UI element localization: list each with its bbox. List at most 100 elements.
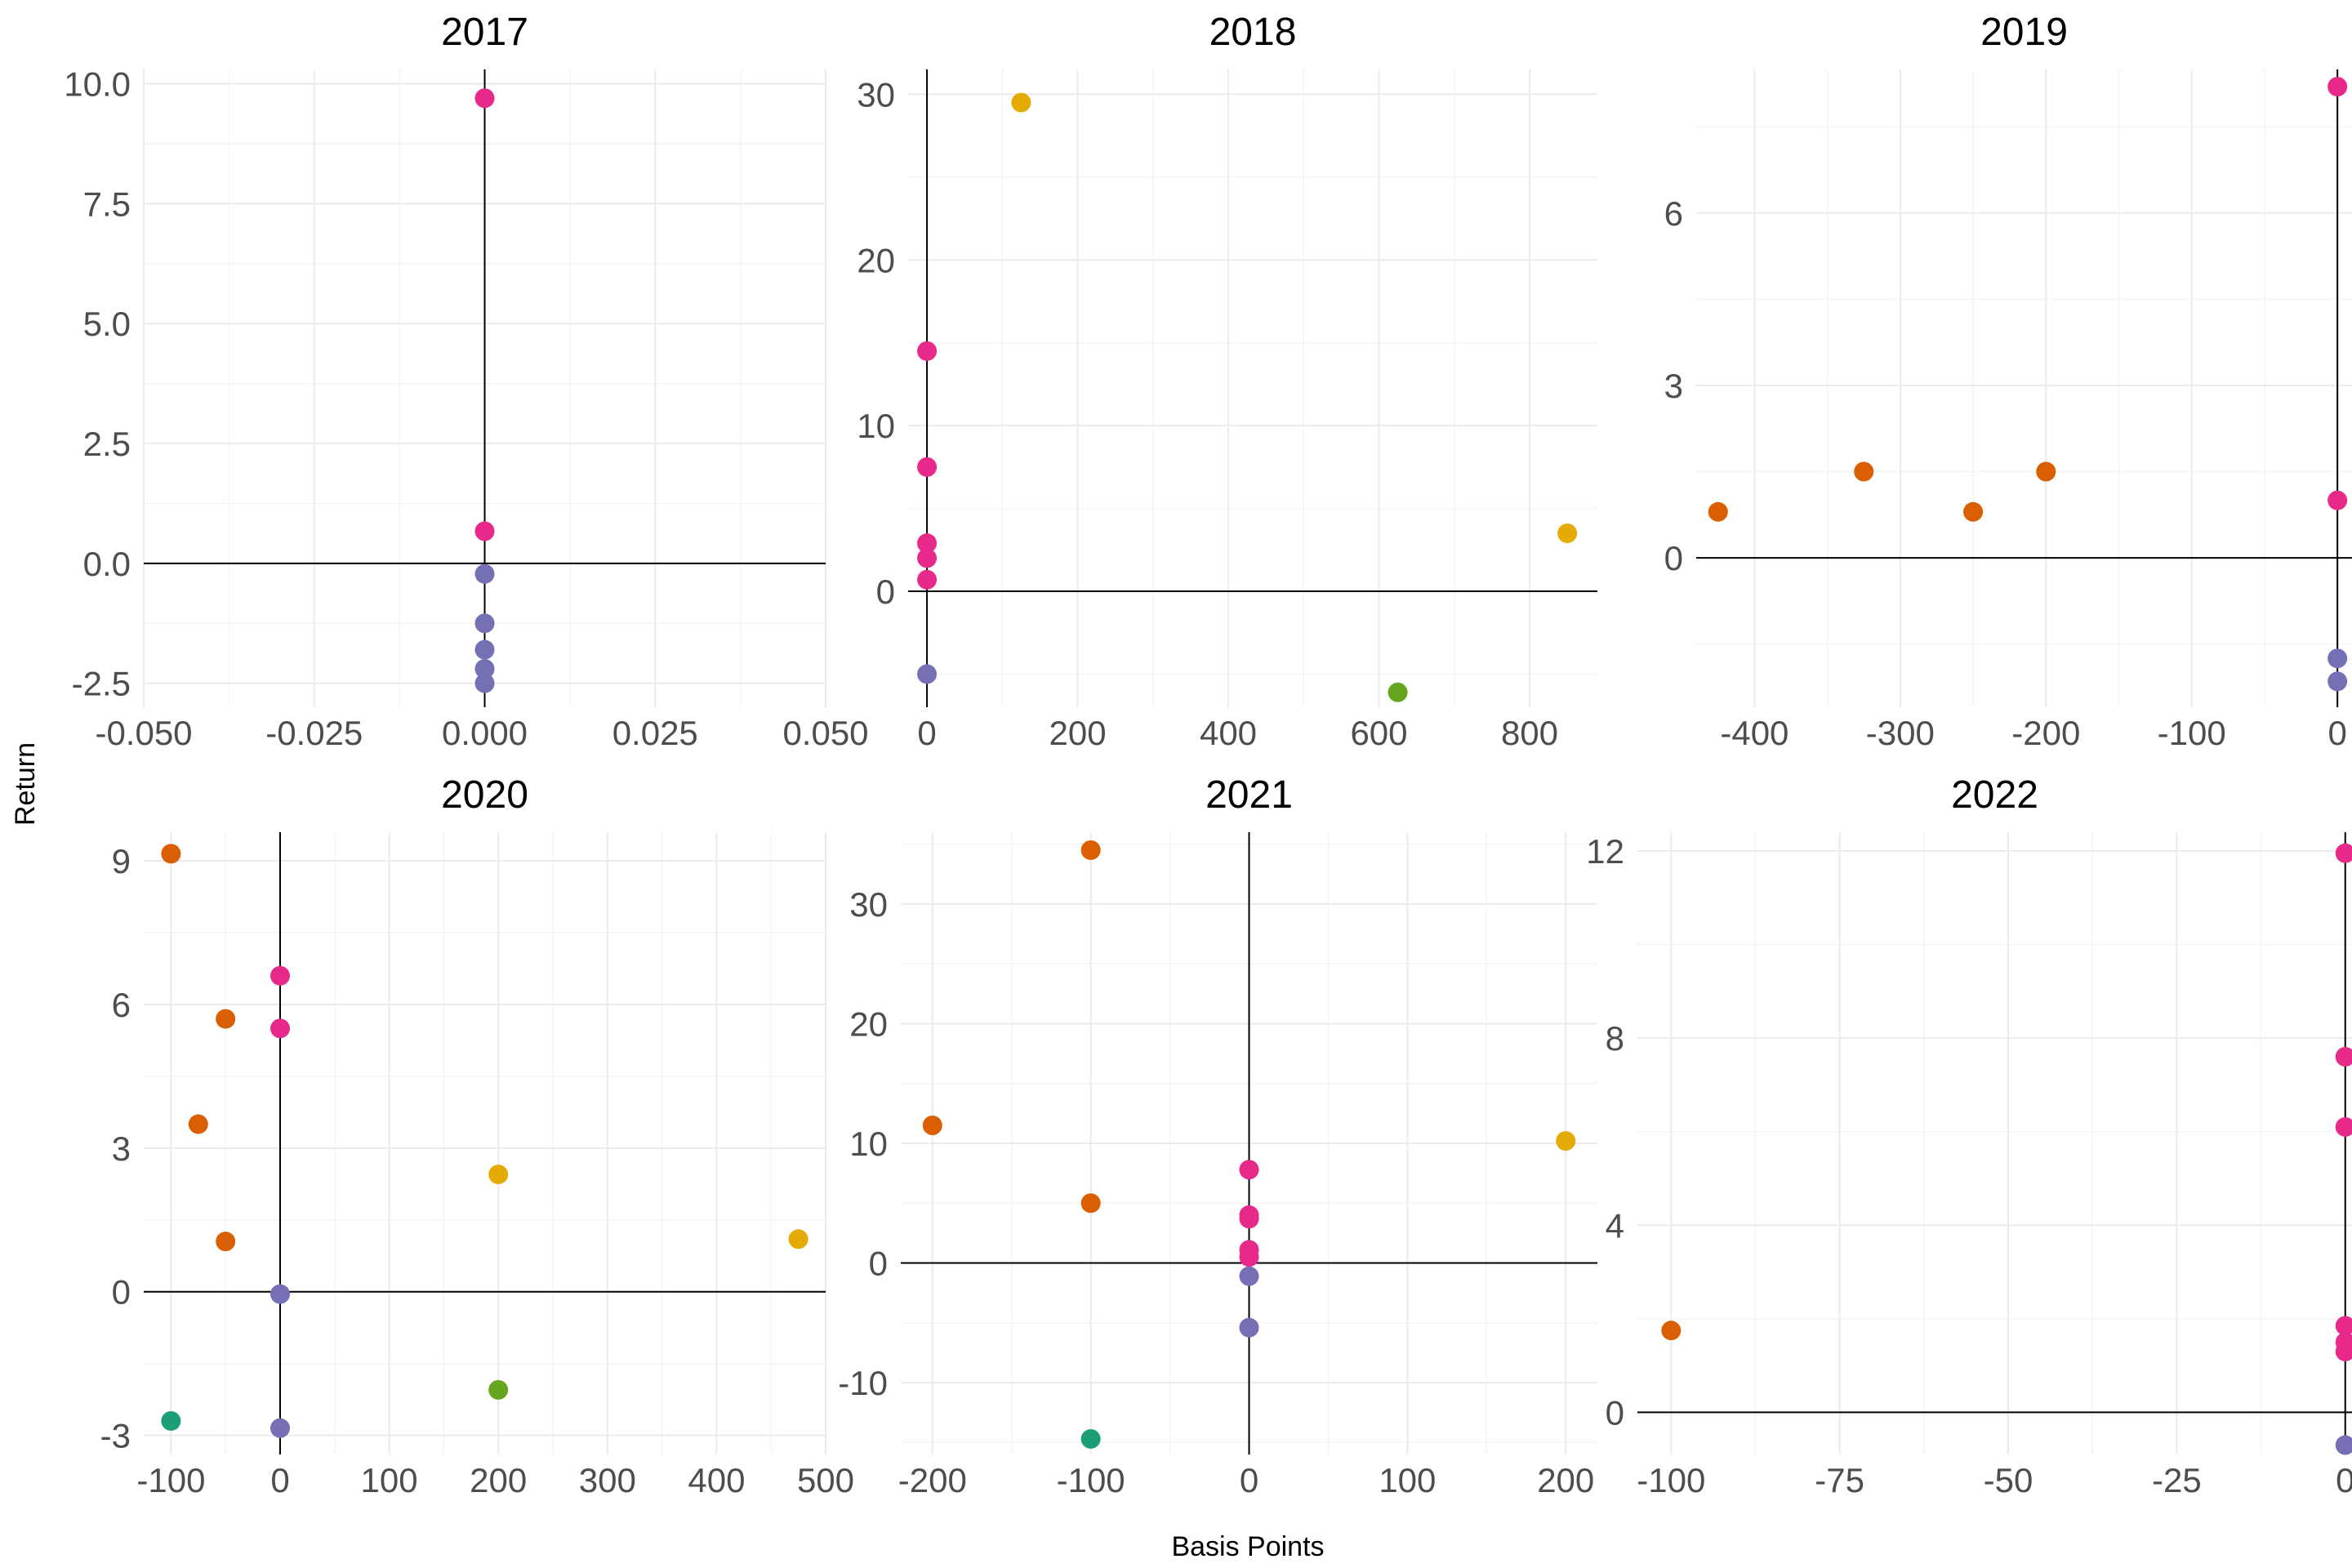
data-point bbox=[2335, 1116, 2352, 1137]
x-tick-label: 800 bbox=[1501, 714, 1558, 752]
panel-title: 2017 bbox=[441, 11, 528, 54]
data-point bbox=[1239, 1209, 1259, 1229]
panel-title: 2021 bbox=[1205, 773, 1293, 817]
data-point bbox=[1080, 1193, 1101, 1214]
y-tick-label: 0 bbox=[112, 1273, 131, 1312]
data-point bbox=[2328, 77, 2348, 97]
x-tick-label: 0.050 bbox=[782, 714, 868, 752]
y-tick-label: 20 bbox=[857, 241, 895, 279]
data-point bbox=[474, 673, 495, 693]
data-point bbox=[917, 341, 938, 361]
y-axis-title: Return bbox=[10, 742, 41, 826]
data-point bbox=[270, 1018, 290, 1039]
data-point bbox=[1708, 501, 1728, 522]
x-tick-label: 100 bbox=[361, 1461, 418, 1499]
x-tick-label: -100 bbox=[2158, 714, 2226, 752]
x-tick-label: -100 bbox=[1057, 1461, 1125, 1499]
x-tick-label: 200 bbox=[470, 1461, 527, 1499]
data-point bbox=[917, 533, 938, 554]
data-point bbox=[270, 1284, 290, 1304]
data-point bbox=[1557, 523, 1578, 543]
data-point bbox=[270, 965, 290, 986]
data-point bbox=[1011, 92, 1031, 113]
data-points bbox=[161, 844, 808, 1438]
x-tick-label: 0.025 bbox=[612, 714, 698, 752]
data-point bbox=[922, 1116, 942, 1136]
y-tick-label: 5.0 bbox=[83, 305, 131, 343]
x-tick-label: -0.050 bbox=[95, 714, 192, 752]
panel-2022: 2022 -100 -75 -50 -25 0 0 4 8 12 bbox=[1586, 773, 2352, 1499]
x-tick-label: -100 bbox=[1637, 1461, 1705, 1499]
data-point bbox=[917, 569, 938, 590]
data-point bbox=[2335, 1435, 2352, 1455]
data-points bbox=[1661, 843, 2352, 1455]
data-point bbox=[1239, 1317, 1259, 1338]
data-point bbox=[1080, 1428, 1101, 1449]
panel-title: 2018 bbox=[1209, 11, 1297, 54]
data-point bbox=[1963, 501, 1984, 522]
data-points bbox=[1708, 77, 2348, 692]
panels-layer: 2017 -0.050 -0.025 0.000 0.025 0.050 -2.5 0.0 2.… bbox=[64, 11, 2352, 1499]
y-tick-label: 6 bbox=[1664, 194, 1683, 233]
x-tick-label: -200 bbox=[2011, 714, 2080, 752]
x-tick-label: 0 bbox=[270, 1461, 289, 1499]
panel-2017: 2017 -0.050 -0.025 0.000 0.025 0.050 -2.5 0.0 2.… bbox=[64, 11, 868, 752]
panel-2020: 2020 -100 0 100 200 300 400 500 -3 0 3 6 9 bbox=[100, 773, 854, 1499]
y-tick-label: 7.5 bbox=[83, 185, 131, 223]
x-tick-label: 400 bbox=[688, 1461, 745, 1499]
data-point bbox=[1080, 840, 1101, 860]
data-points bbox=[474, 88, 495, 693]
data-point bbox=[1239, 1247, 1259, 1267]
y-tick-label: 0.0 bbox=[83, 545, 131, 583]
y-tick-label: 0 bbox=[1606, 1393, 1624, 1432]
x-tick-label: 200 bbox=[1537, 1461, 1594, 1499]
data-point bbox=[474, 613, 495, 634]
data-point bbox=[917, 548, 938, 568]
y-tick-label: 0 bbox=[1664, 539, 1683, 577]
panel-2018: 2018 0 200 400 600 800 0 10 20 30 bbox=[857, 11, 1597, 752]
data-point bbox=[1854, 461, 1874, 482]
data-point bbox=[2335, 1047, 2352, 1067]
data-point bbox=[917, 457, 938, 477]
y-tick-label: 4 bbox=[1606, 1206, 1624, 1245]
y-tick-label: 6 bbox=[112, 986, 131, 1024]
data-point bbox=[216, 1232, 236, 1252]
data-point bbox=[1388, 682, 1408, 702]
x-tick-label: -75 bbox=[1815, 1461, 1864, 1499]
x-tick-label: 600 bbox=[1350, 714, 1407, 752]
y-tick-label: -2.5 bbox=[72, 665, 131, 703]
data-point bbox=[474, 521, 495, 541]
y-tick-label: 3 bbox=[1664, 367, 1683, 405]
panel-title: 2022 bbox=[1951, 773, 2038, 817]
data-point bbox=[2328, 648, 2348, 669]
gridlines bbox=[144, 832, 826, 1454]
x-tick-label: -50 bbox=[1984, 1461, 2034, 1499]
x-tick-label: 0 bbox=[917, 714, 936, 752]
y-tick-label: 0 bbox=[869, 1245, 888, 1283]
y-tick-label: 20 bbox=[849, 1004, 888, 1043]
panel-2019: 2019 -400 -300 -200 -100 0 0 3 6 bbox=[1664, 11, 2352, 752]
x-tick-label: -25 bbox=[2152, 1461, 2202, 1499]
data-point bbox=[474, 564, 495, 584]
data-point bbox=[2036, 461, 2056, 482]
y-tick-label: 10 bbox=[849, 1125, 888, 1163]
data-point bbox=[2328, 490, 2348, 510]
x-tick-label: 0 bbox=[1240, 1461, 1258, 1499]
y-tick-label: 10.0 bbox=[64, 65, 131, 104]
y-tick-label: 9 bbox=[112, 842, 131, 880]
y-tick-label: 3 bbox=[112, 1129, 131, 1168]
data-point bbox=[1239, 1160, 1259, 1180]
data-point bbox=[474, 639, 495, 660]
data-point bbox=[1556, 1131, 1576, 1152]
data-point bbox=[917, 664, 938, 684]
x-tick-label: 400 bbox=[1200, 714, 1257, 752]
y-tick-label: -3 bbox=[100, 1417, 131, 1455]
data-point bbox=[216, 1009, 236, 1029]
data-point bbox=[2328, 671, 2348, 692]
x-tick-label: -400 bbox=[1720, 714, 1788, 752]
data-point bbox=[488, 1165, 509, 1185]
data-point bbox=[2335, 843, 2352, 863]
